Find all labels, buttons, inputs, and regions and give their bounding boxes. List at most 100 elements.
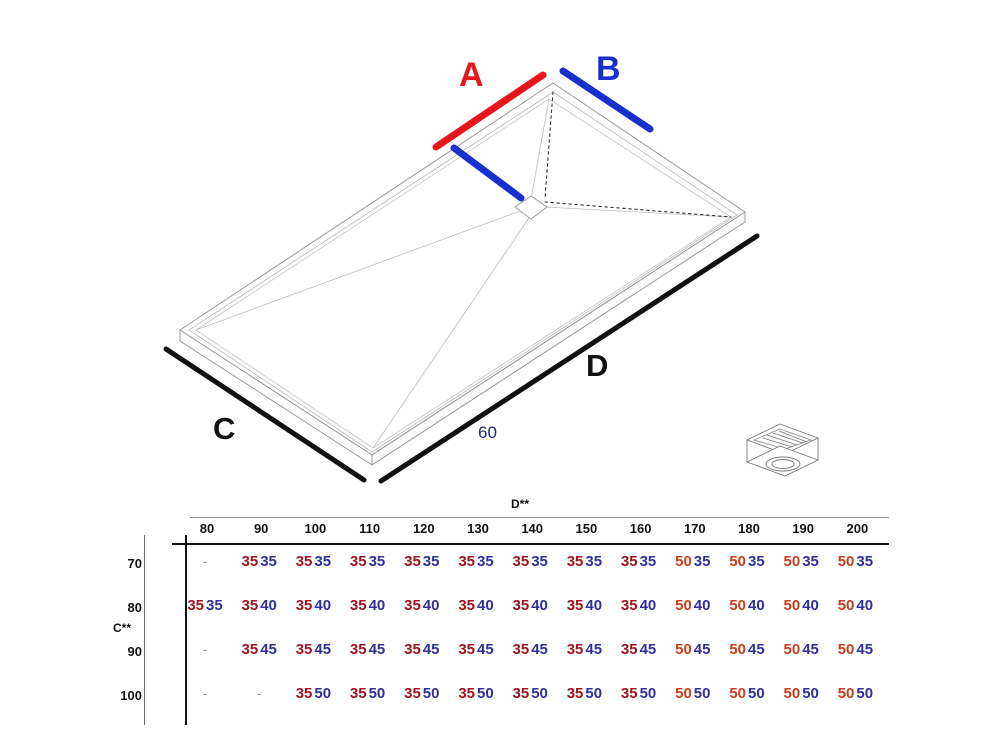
table-cell-value-secondary: 35 <box>477 553 494 570</box>
table-cell-value-primary: 50 <box>729 597 746 614</box>
table-cell: 35 50 <box>555 685 613 702</box>
table-cell: 50 50 <box>664 685 722 702</box>
table-cell-value-primary: 35 <box>404 641 421 658</box>
table-rule-top <box>190 517 889 518</box>
table-rule-header <box>172 543 889 545</box>
table-cell-value-secondary: 45 <box>748 641 765 658</box>
table-cell-value-secondary: 40 <box>422 597 440 614</box>
table-cell-value-primary: 35 <box>566 553 584 570</box>
table-column-header: 190 <box>792 521 815 536</box>
table-cell: 35 40 <box>555 597 613 614</box>
table-cell: 35 45 <box>393 641 451 658</box>
table-cell: - <box>176 685 234 702</box>
table-cell: 35 50 <box>284 685 342 702</box>
table-cell-value-primary: 50 <box>675 597 692 614</box>
table-cell: - <box>230 685 288 702</box>
tray-svg <box>163 67 760 484</box>
dimension-label-a: A <box>459 56 484 94</box>
table-cell-value-primary: 35 <box>241 597 259 614</box>
table-cell-value-secondary: 40 <box>748 597 765 614</box>
table-cell-value-primary: 35 <box>512 685 530 702</box>
shower-tray-drawing: A B C D 60 <box>163 50 820 484</box>
table-cell-value-secondary: 50 <box>531 685 548 702</box>
table-cell-value-secondary: 35 <box>422 553 440 570</box>
table-cell-value-secondary: 35 <box>314 553 332 570</box>
table-cell: 50 40 <box>772 597 830 614</box>
table-cell-value-primary: 35 <box>404 685 421 702</box>
table-cell-value-primary: 50 <box>783 597 801 614</box>
table-row-header: 100 <box>120 688 142 703</box>
table-column-header: 180 <box>738 521 760 536</box>
table-cell-value-secondary: 45 <box>477 641 494 658</box>
tray-side-right <box>371 211 746 466</box>
table-column-header: 110 <box>359 521 381 536</box>
table-cell-value-primary: 50 <box>783 685 801 702</box>
table-cell-empty: - <box>202 641 208 657</box>
table-cell-value-primary: 50 <box>837 553 855 570</box>
table-cell-value-secondary: 45 <box>368 641 386 658</box>
table-cell-value-secondary: 45 <box>856 641 874 658</box>
table-cell-value-primary: 50 <box>675 553 692 570</box>
table-cell-value-secondary: 35 <box>260 553 277 570</box>
table-cell-value-secondary: 40 <box>368 597 386 614</box>
table-cell-value-primary: 35 <box>512 553 530 570</box>
table-cell-value-primary: 35 <box>349 597 367 614</box>
table-cell-value-primary: 35 <box>349 641 367 658</box>
table-cell: 50 45 <box>664 641 722 658</box>
table-cell-value-secondary: 40 <box>531 597 548 614</box>
table-cell-value-primary: 35 <box>295 597 313 614</box>
table-cell-value-secondary: 35 <box>368 553 386 570</box>
table-cell-value-secondary: 35 <box>206 597 223 614</box>
table-cell: 50 40 <box>718 597 776 614</box>
table-cell-value-primary: 35 <box>566 641 584 658</box>
table-cell-value-secondary: 40 <box>260 597 277 614</box>
table-cell-value-primary: 50 <box>675 685 692 702</box>
table-cell-value-secondary: 50 <box>314 685 332 702</box>
table-cell-value-primary: 35 <box>566 597 584 614</box>
table-column-header: 100 <box>304 521 327 536</box>
table-cell-value-secondary: 35 <box>585 553 603 570</box>
table-cell-empty: - <box>202 553 208 569</box>
table-cell: 35 35 <box>339 553 397 570</box>
table-column-header: 150 <box>575 521 598 536</box>
table-cell-empty: - <box>256 685 262 701</box>
dimension-table: D** C** 80 90 100 110 120 130 140 150 160 170 180 1… <box>0 495 993 744</box>
table-cell: 35 50 <box>339 685 397 702</box>
table-cell-value-secondary: 50 <box>422 685 440 702</box>
table-column-header: 120 <box>412 521 435 536</box>
table-cell-value-secondary: 35 <box>639 553 657 570</box>
table-cell-value-primary: 50 <box>729 553 746 570</box>
table-cell-value-primary: 35 <box>620 685 638 702</box>
table-column-header: 160 <box>629 521 652 536</box>
dimension-bar-a <box>432 71 547 151</box>
table-cell: 35 45 <box>555 641 613 658</box>
table-cell-value-secondary: 40 <box>639 597 657 614</box>
table-cell-value-secondary: 50 <box>368 685 386 702</box>
table-cell: 50 45 <box>772 641 830 658</box>
table-cell: 35 35 <box>393 553 451 570</box>
table-cell-value-secondary: 45 <box>422 641 440 658</box>
drain-opening <box>514 195 548 220</box>
table-cell: 35 45 <box>501 641 559 658</box>
table-cell-value-primary: 35 <box>512 641 530 658</box>
table-column-header: 140 <box>521 521 544 536</box>
table-cell-value-secondary: 35 <box>693 553 711 570</box>
tray-inner-rim <box>188 91 738 453</box>
table-cell-value-secondary: 50 <box>856 685 874 702</box>
table-cell-value-primary: 35 <box>295 553 313 570</box>
table-column-header: 130 <box>467 521 489 536</box>
table-cell-value-secondary: 35 <box>531 553 548 570</box>
table-cell: 50 40 <box>826 597 884 614</box>
dimension-label-b: B <box>596 50 621 88</box>
table-cell: 35 40 <box>447 597 505 614</box>
table-cell-value-secondary: 40 <box>693 597 711 614</box>
table-cell-value-primary: 35 <box>349 553 367 570</box>
table-column-header: 80 <box>199 521 215 536</box>
table-cell-value-primary: 35 <box>404 553 421 570</box>
table-cell-value-primary: 50 <box>837 685 855 702</box>
table-axis-label-d: D** <box>511 497 530 511</box>
table-cell-value-primary: 35 <box>458 641 475 658</box>
table-cell-value-secondary: 50 <box>802 685 819 702</box>
table-cell-value-primary: 35 <box>458 685 475 702</box>
table-cell-value-secondary: 35 <box>802 553 819 570</box>
